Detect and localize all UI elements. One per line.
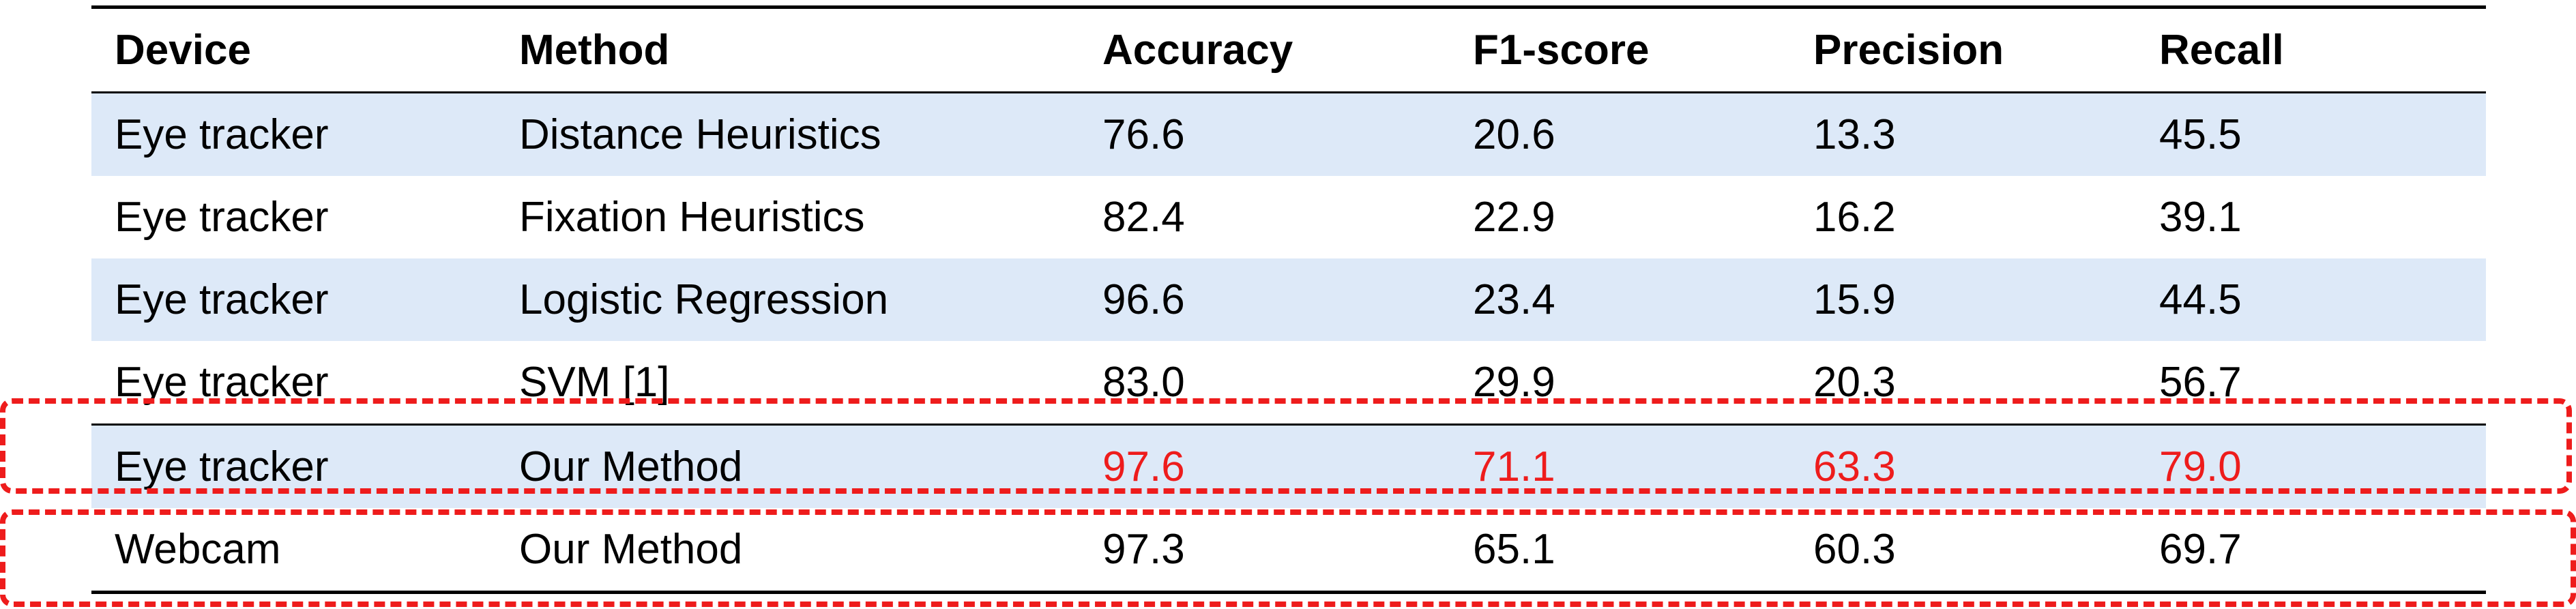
table-row: Eye tracker SVM [1] 83.0 29.9 20.3 56.7 <box>91 341 2486 425</box>
header-row: Device Method Accuracy F1-score Precisio… <box>91 7 2486 93</box>
cell-recall: 44.5 <box>2136 258 2486 341</box>
cell-device: Eye tracker <box>115 358 329 406</box>
cell-accuracy: 97.3 <box>1079 508 1450 594</box>
cell-precision: 13.3 <box>1790 92 2136 176</box>
table-row: Eye tracker Fixation Heuristics 82.4 22.… <box>91 176 2486 258</box>
cell-f1-score: 65.1 <box>1450 508 1790 594</box>
cell-recall: 45.5 <box>2136 92 2486 176</box>
cell-f1-score: 29.9 <box>1473 358 1555 406</box>
cell-f1-score: 23.4 <box>1450 258 1790 341</box>
cell-precision: 60.3 <box>1790 508 2136 594</box>
cell-method: Distance Heuristics <box>496 92 1079 176</box>
cell-method: Our Method <box>496 424 1079 508</box>
cell-f1-score-highlighted: 71.1 <box>1450 424 1790 508</box>
cell-recall: 69.7 <box>2136 508 2486 594</box>
table-row: Eye tracker Logistic Regression 96.6 23.… <box>91 258 2486 341</box>
table-row-highlighted: Eye tracker Our Method 97.6 71.1 63.3 79… <box>91 424 2486 508</box>
results-table-container: Device Method Accuracy F1-score Precisio… <box>91 5 2486 594</box>
cell-accuracy: 83.0 <box>1102 358 1185 406</box>
cell-device: Eye tracker <box>91 258 496 341</box>
cell-f1-score: 20.6 <box>1450 92 1790 176</box>
cell-accuracy: 76.6 <box>1079 92 1450 176</box>
cell-recall: 56.7 <box>2159 358 2242 406</box>
cell-precision: 15.9 <box>1790 258 2136 341</box>
cell-recall: 39.1 <box>2159 193 2242 241</box>
header-f1-score: F1-score <box>1450 7 1790 93</box>
header-accuracy: Accuracy <box>1079 7 1450 93</box>
cell-recall-highlighted: 79.0 <box>2136 424 2486 508</box>
cell-accuracy: 96.6 <box>1079 258 1450 341</box>
header-method: Method <box>496 7 1079 93</box>
cell-device: Eye tracker <box>115 193 329 241</box>
table-row: Eye tracker Distance Heuristics 76.6 20.… <box>91 92 2486 176</box>
cell-accuracy: 82.4 <box>1102 193 1185 241</box>
header-device: Device <box>91 7 496 93</box>
cell-method: Our Method <box>496 508 1079 594</box>
table-row: Webcam Our Method 97.3 65.1 60.3 69.7 <box>91 508 2486 594</box>
cell-method: Logistic Regression <box>496 258 1079 341</box>
cell-precision: 20.3 <box>1813 358 1896 406</box>
cell-method: Fixation Heuristics <box>519 193 865 241</box>
header-precision: Precision <box>1790 7 2136 93</box>
cell-precision: 16.2 <box>1813 193 1896 241</box>
header-recall: Recall <box>2136 7 2486 93</box>
cell-device: Eye tracker <box>91 92 496 176</box>
cell-method: SVM [1] <box>519 358 670 406</box>
results-table: Device Method Accuracy F1-score Precisio… <box>91 5 2486 594</box>
cell-f1-score: 22.9 <box>1473 193 1555 241</box>
cell-precision-highlighted: 63.3 <box>1790 424 2136 508</box>
cell-device: Eye tracker <box>91 424 496 508</box>
cell-device: Webcam <box>91 508 496 594</box>
cell-accuracy-highlighted: 97.6 <box>1079 424 1450 508</box>
